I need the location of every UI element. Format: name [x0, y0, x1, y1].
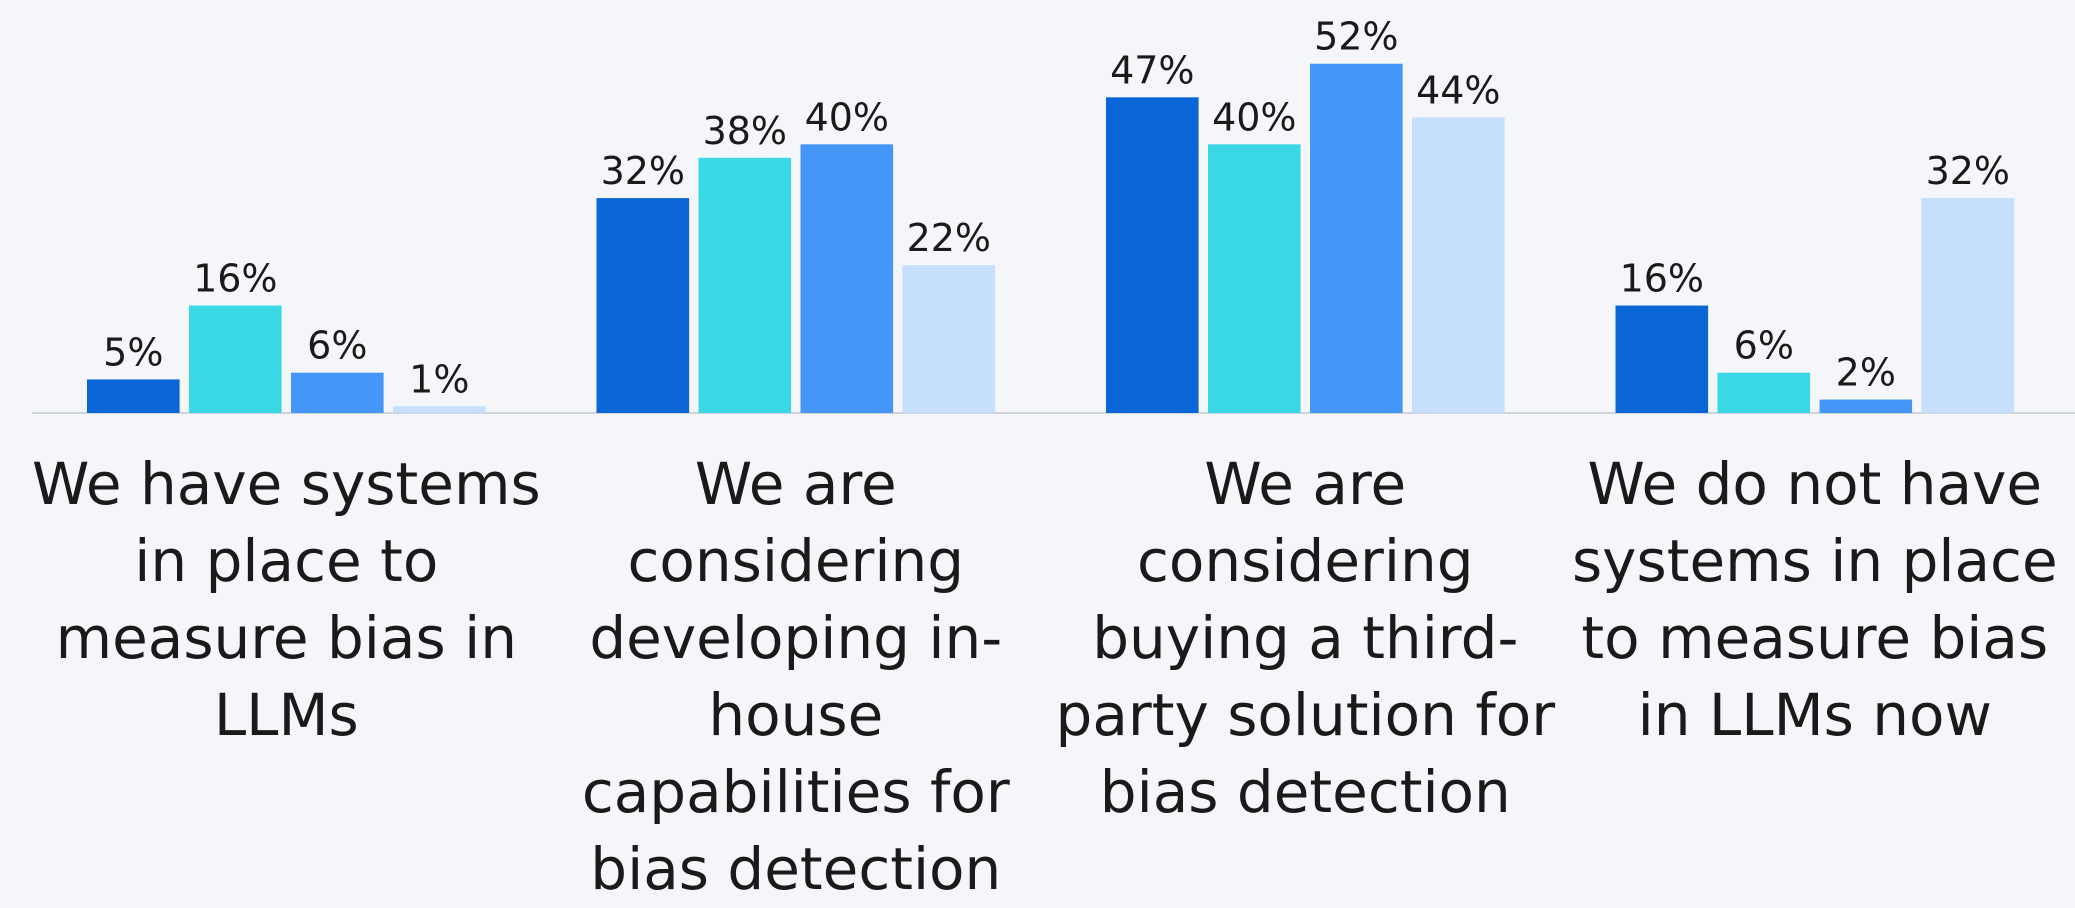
data-label: 6% — [1734, 324, 1794, 368]
data-label: 52% — [1314, 15, 1398, 59]
data-label: 32% — [1926, 149, 2010, 193]
data-label: 16% — [1620, 257, 1704, 301]
data-label: 38% — [703, 109, 787, 153]
category-label: We are considering buying a third-party … — [1055, 450, 1556, 826]
data-label: 2% — [1836, 351, 1896, 395]
bar — [902, 265, 996, 413]
data-label: 6% — [307, 324, 367, 368]
bar — [1208, 144, 1301, 414]
bar — [1717, 372, 1811, 413]
bar — [800, 144, 894, 414]
data-label: 5% — [103, 330, 163, 374]
data-label: 1% — [409, 357, 469, 401]
bar — [698, 157, 792, 413]
data-label: 40% — [805, 95, 889, 139]
bar — [1106, 97, 1199, 414]
data-label: 44% — [1416, 68, 1500, 112]
bar — [291, 372, 384, 413]
bar — [393, 406, 486, 413]
data-label: 16% — [193, 257, 277, 301]
bar — [1615, 305, 1709, 413]
data-label: 40% — [1212, 95, 1296, 139]
data-label: 32% — [601, 149, 685, 193]
bar — [87, 379, 180, 413]
data-label: 22% — [907, 216, 991, 260]
bar — [1310, 63, 1403, 413]
bar — [1819, 399, 1913, 413]
bar — [189, 305, 282, 413]
category-label: We are considering developing in-house c… — [581, 450, 1010, 903]
bar — [1412, 117, 1505, 413]
category-label: We do not have systems in place to measu… — [1571, 450, 2058, 749]
category-label: We have systems in place to measure bias… — [31, 450, 541, 749]
data-label: 47% — [1110, 48, 1194, 92]
bar — [596, 198, 690, 413]
bar — [1921, 198, 2015, 413]
